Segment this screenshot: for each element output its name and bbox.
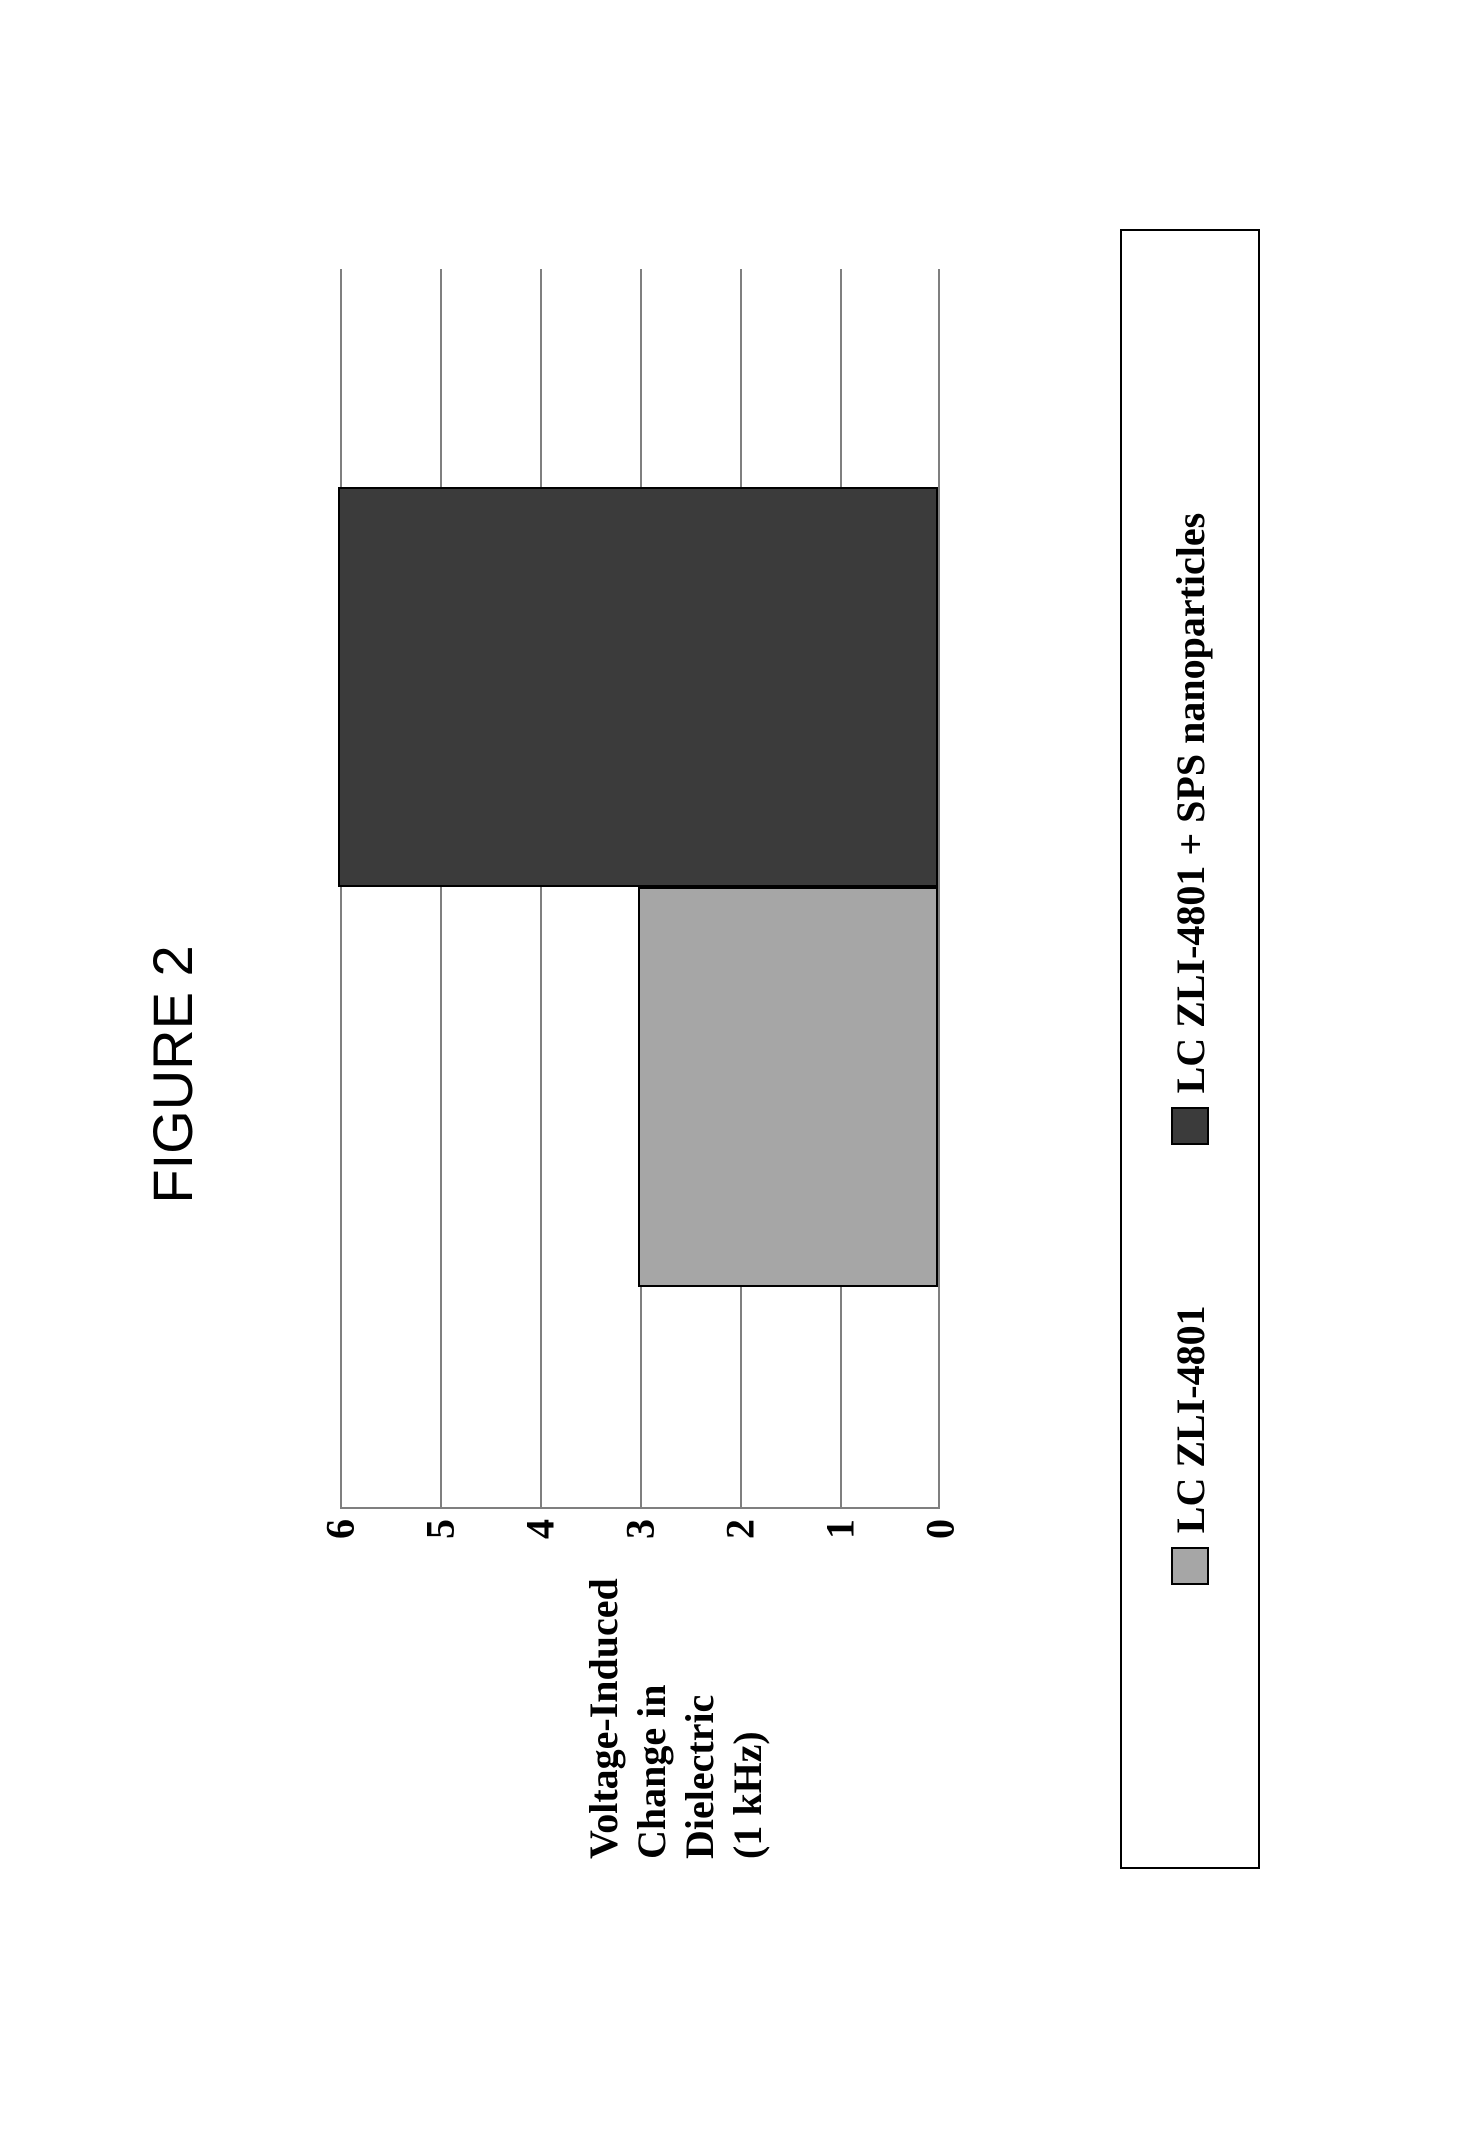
legend-swatch	[1171, 1547, 1209, 1585]
legend: LC ZLI-4801 LC ZLI-4801 + SPS nanoparticl…	[1120, 229, 1260, 1869]
legend-swatch	[1171, 1107, 1209, 1145]
y-tick-label: 4	[517, 1519, 564, 1539]
figure-title: FIGURE 2	[140, 945, 205, 1203]
y-axis-label-line: Voltage-Induced	[580, 1579, 628, 1859]
bar-chart: Voltage-Induced Change in Dielectric (1 …	[340, 249, 1040, 1849]
y-tick-label: 2	[717, 1519, 764, 1539]
y-tick-label: 6	[317, 1519, 364, 1539]
y-tick-label: 1	[817, 1519, 864, 1539]
legend-label: LC ZLI-4801 + SPS nanoparticles	[1167, 513, 1214, 1094]
legend-item: LC ZLI-4801 + SPS nanoparticles	[1167, 513, 1214, 1146]
y-tick-label: 5	[417, 1519, 464, 1539]
y-axis-label: Voltage-Induced Change in Dielectric (1 …	[580, 1579, 772, 1859]
y-tick-label: 3	[617, 1519, 664, 1539]
bar	[338, 487, 938, 887]
legend-label: LC ZLI-4801	[1167, 1305, 1214, 1533]
legend-item: LC ZLI-4801	[1167, 1305, 1214, 1585]
y-tick-label: 0	[917, 1519, 964, 1539]
y-axis: 0123456	[340, 1509, 940, 1559]
bar	[638, 887, 938, 1287]
plot-area	[340, 269, 940, 1509]
y-axis-label-line: (1 kHz)	[724, 1579, 772, 1859]
gridline	[540, 269, 542, 1507]
y-axis-label-line: Dielectric	[676, 1579, 724, 1859]
gridline	[440, 269, 442, 1507]
gridline	[340, 269, 342, 1507]
y-axis-label-line: Change in	[628, 1579, 676, 1859]
